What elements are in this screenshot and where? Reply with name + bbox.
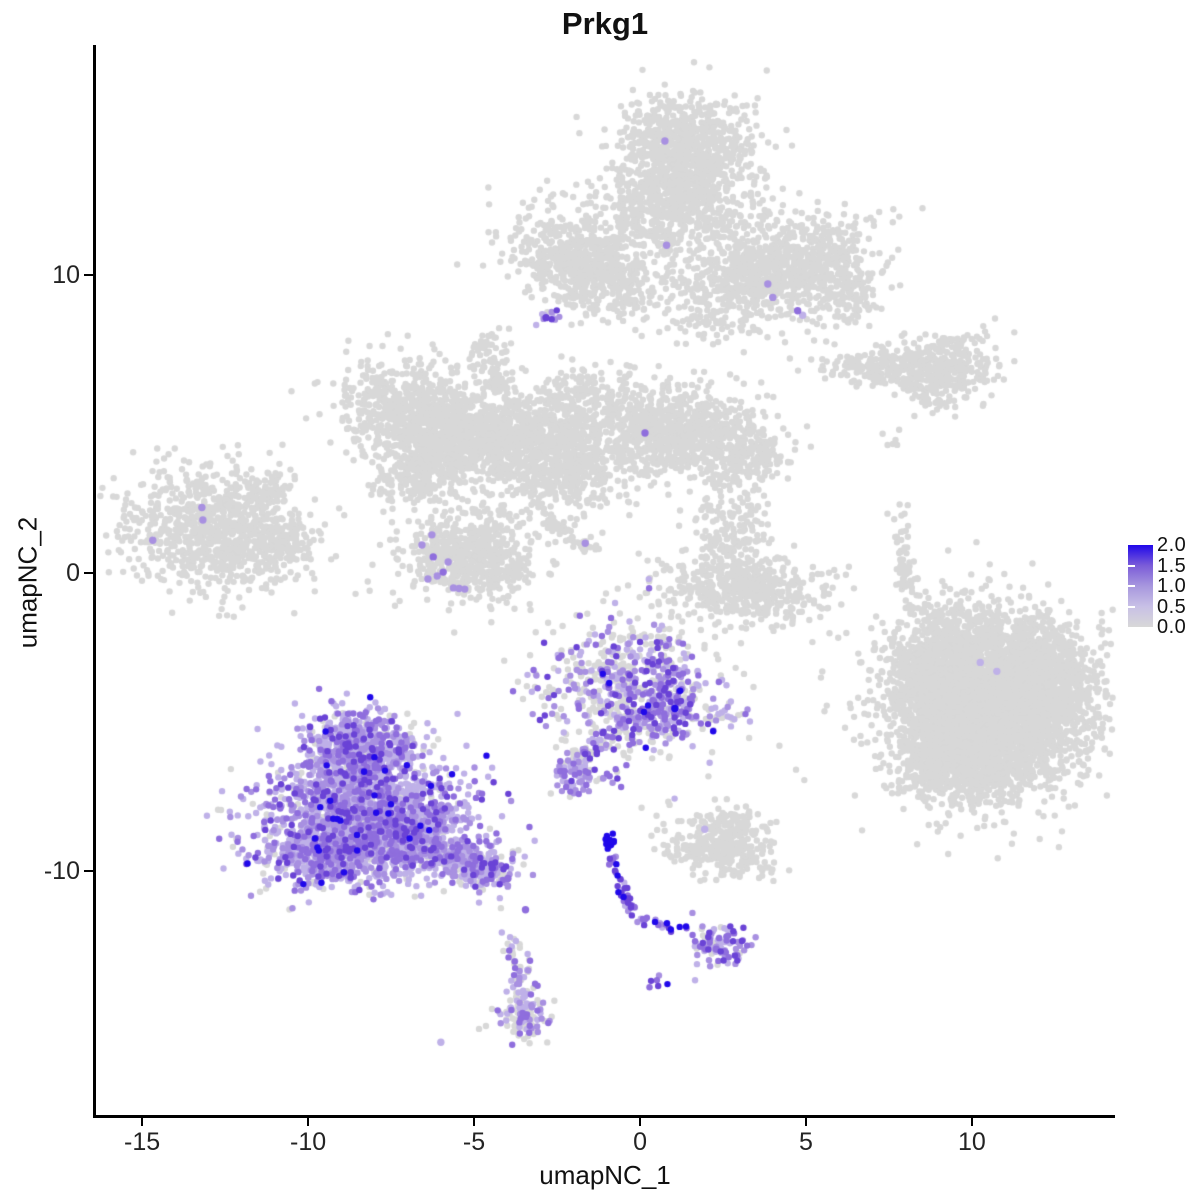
- y-tick-label: 10: [52, 261, 80, 290]
- y-axis-line: [93, 45, 96, 1117]
- x-tick-mark: [804, 1117, 807, 1126]
- legend-bar-tick: [1128, 585, 1135, 588]
- x-axis-line: [93, 1115, 1115, 1118]
- x-tick-mark: [307, 1117, 310, 1126]
- legend-bar-tick: [1128, 605, 1135, 608]
- y-tick-mark: [84, 571, 93, 574]
- legend-tick-label: 0.5: [1157, 595, 1187, 618]
- legend-tick-label: 2.0: [1157, 534, 1187, 556]
- x-tick-mark: [970, 1117, 973, 1126]
- x-axis-title: umapNC_1: [539, 1160, 671, 1190]
- legend-tick-label: 0.0: [1157, 616, 1187, 638]
- legend-tick-label: 1.5: [1157, 554, 1187, 577]
- x-tick-mark: [473, 1117, 476, 1126]
- y-tick-label: -10: [43, 856, 80, 885]
- x-tick-mark: [639, 1117, 642, 1126]
- y-tick-label: 0: [66, 558, 80, 587]
- y-axis-title: umapNC_2: [12, 516, 43, 649]
- legend-gradient-bar: [1128, 545, 1153, 627]
- x-tick-label: -5: [462, 1128, 486, 1156]
- x-tick-label: 5: [799, 1128, 813, 1156]
- x-tick-label: -10: [290, 1128, 327, 1156]
- x-tick-label: 0: [633, 1128, 647, 1156]
- legend-bar-tick: [1128, 564, 1135, 567]
- x-tick-label: 10: [958, 1128, 986, 1156]
- y-tick-mark: [84, 274, 93, 277]
- y-tick-mark: [84, 869, 93, 872]
- x-tick-mark: [141, 1117, 144, 1126]
- x-tick-label: -15: [124, 1128, 161, 1156]
- legend-tick-label: 1.0: [1157, 575, 1187, 597]
